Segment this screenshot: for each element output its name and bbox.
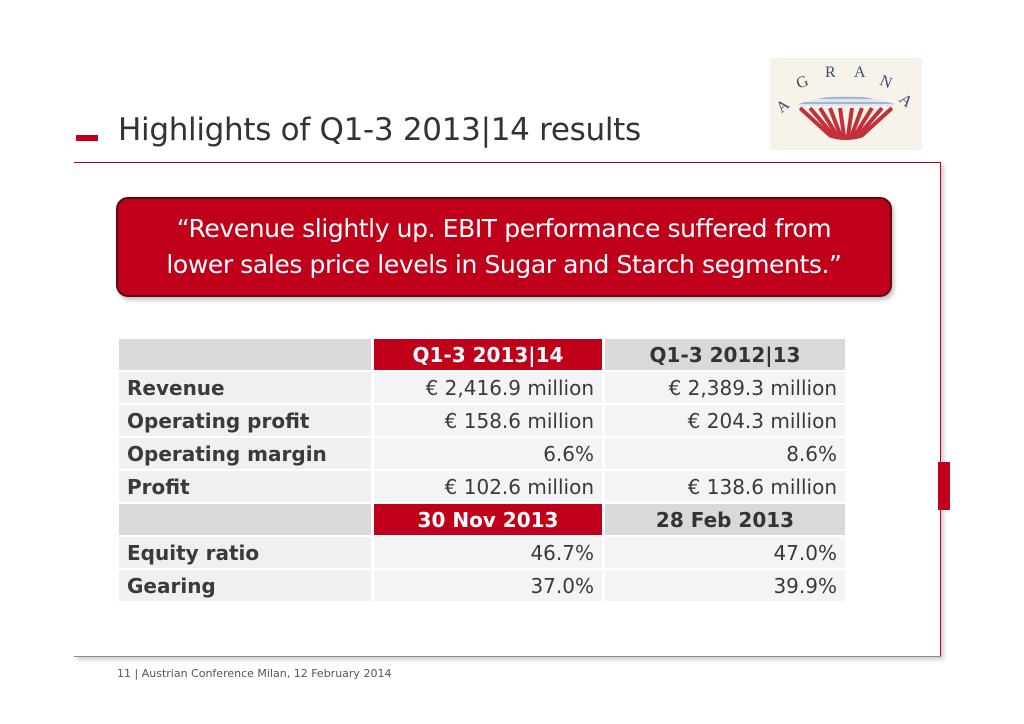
header-previous-date: 28 Feb 2013: [605, 504, 845, 535]
header-current-period: Q1-3 2013|14: [374, 339, 602, 370]
row-label: Profit: [119, 471, 371, 502]
logo-letter: A: [896, 91, 916, 112]
table-row: Profit € 102.6 million € 138.6 million: [119, 471, 845, 502]
agrana-logo: A G R A N A: [770, 58, 922, 150]
logo-letter: A: [854, 64, 866, 81]
footer-separator: |: [134, 667, 139, 680]
side-accent-bar: [938, 462, 950, 510]
content-frame-bottom-rule: [74, 656, 941, 657]
row-label: Operating margin: [119, 438, 371, 469]
results-table: Q1-3 2013|14 Q1-3 2012|13 Revenue € 2,41…: [116, 337, 848, 603]
header-blank-cell: [119, 339, 371, 370]
current-value: 46.7%: [374, 537, 602, 568]
title-accent-bar: [76, 135, 98, 141]
table-row: Operating profit € 158.6 million € 204.3…: [119, 405, 845, 436]
previous-value: € 2,389.3 million: [605, 372, 845, 403]
footer-text: Austrian Conference Milan, 12 February 2…: [141, 667, 392, 680]
table-header-row: 30 Nov 2013 28 Feb 2013: [119, 504, 845, 535]
content-frame: [74, 162, 941, 657]
row-label: Revenue: [119, 372, 371, 403]
row-label: Equity ratio: [119, 537, 371, 568]
quote-line-1: “Revenue slightly up. EBIT performance s…: [176, 214, 832, 243]
previous-value: € 138.6 million: [605, 471, 845, 502]
header-previous-period: Q1-3 2012|13: [605, 339, 845, 370]
current-value: € 2,416.9 million: [374, 372, 602, 403]
previous-value: 8.6%: [605, 438, 845, 469]
table-header-row: Q1-3 2013|14 Q1-3 2012|13: [119, 339, 845, 370]
header-blank-cell: [119, 504, 371, 535]
previous-value: 39.9%: [605, 570, 845, 601]
table-row: Revenue € 2,416.9 million € 2,389.3 mill…: [119, 372, 845, 403]
logo-letter: G: [794, 72, 811, 92]
logo-letter: R: [825, 64, 836, 81]
logo-letter: A: [773, 96, 793, 117]
row-label: Gearing: [119, 570, 371, 601]
table-row: Equity ratio 46.7% 47.0%: [119, 537, 845, 568]
header-current-date: 30 Nov 2013: [374, 504, 602, 535]
page-number: 11: [117, 667, 131, 680]
previous-value: 47.0%: [605, 537, 845, 568]
slide-title: Highlights of Q1-3 2013|14 results: [118, 112, 641, 148]
slide-footer: 11 | Austrian Conference Milan, 12 Febru…: [117, 667, 391, 680]
current-value: € 102.6 million: [374, 471, 602, 502]
row-label: Operating profit: [119, 405, 371, 436]
quote-callout: “Revenue slightly up. EBIT performance s…: [116, 197, 892, 297]
previous-value: € 204.3 million: [605, 405, 845, 436]
current-value: € 158.6 million: [374, 405, 602, 436]
current-value: 6.6%: [374, 438, 602, 469]
quote-line-2: lower sales price levels in Sugar and St…: [166, 250, 842, 279]
logo-letter: N: [877, 72, 894, 92]
table-row: Operating margin 6.6% 8.6%: [119, 438, 845, 469]
table-row: Gearing 37.0% 39.9%: [119, 570, 845, 601]
current-value: 37.0%: [374, 570, 602, 601]
